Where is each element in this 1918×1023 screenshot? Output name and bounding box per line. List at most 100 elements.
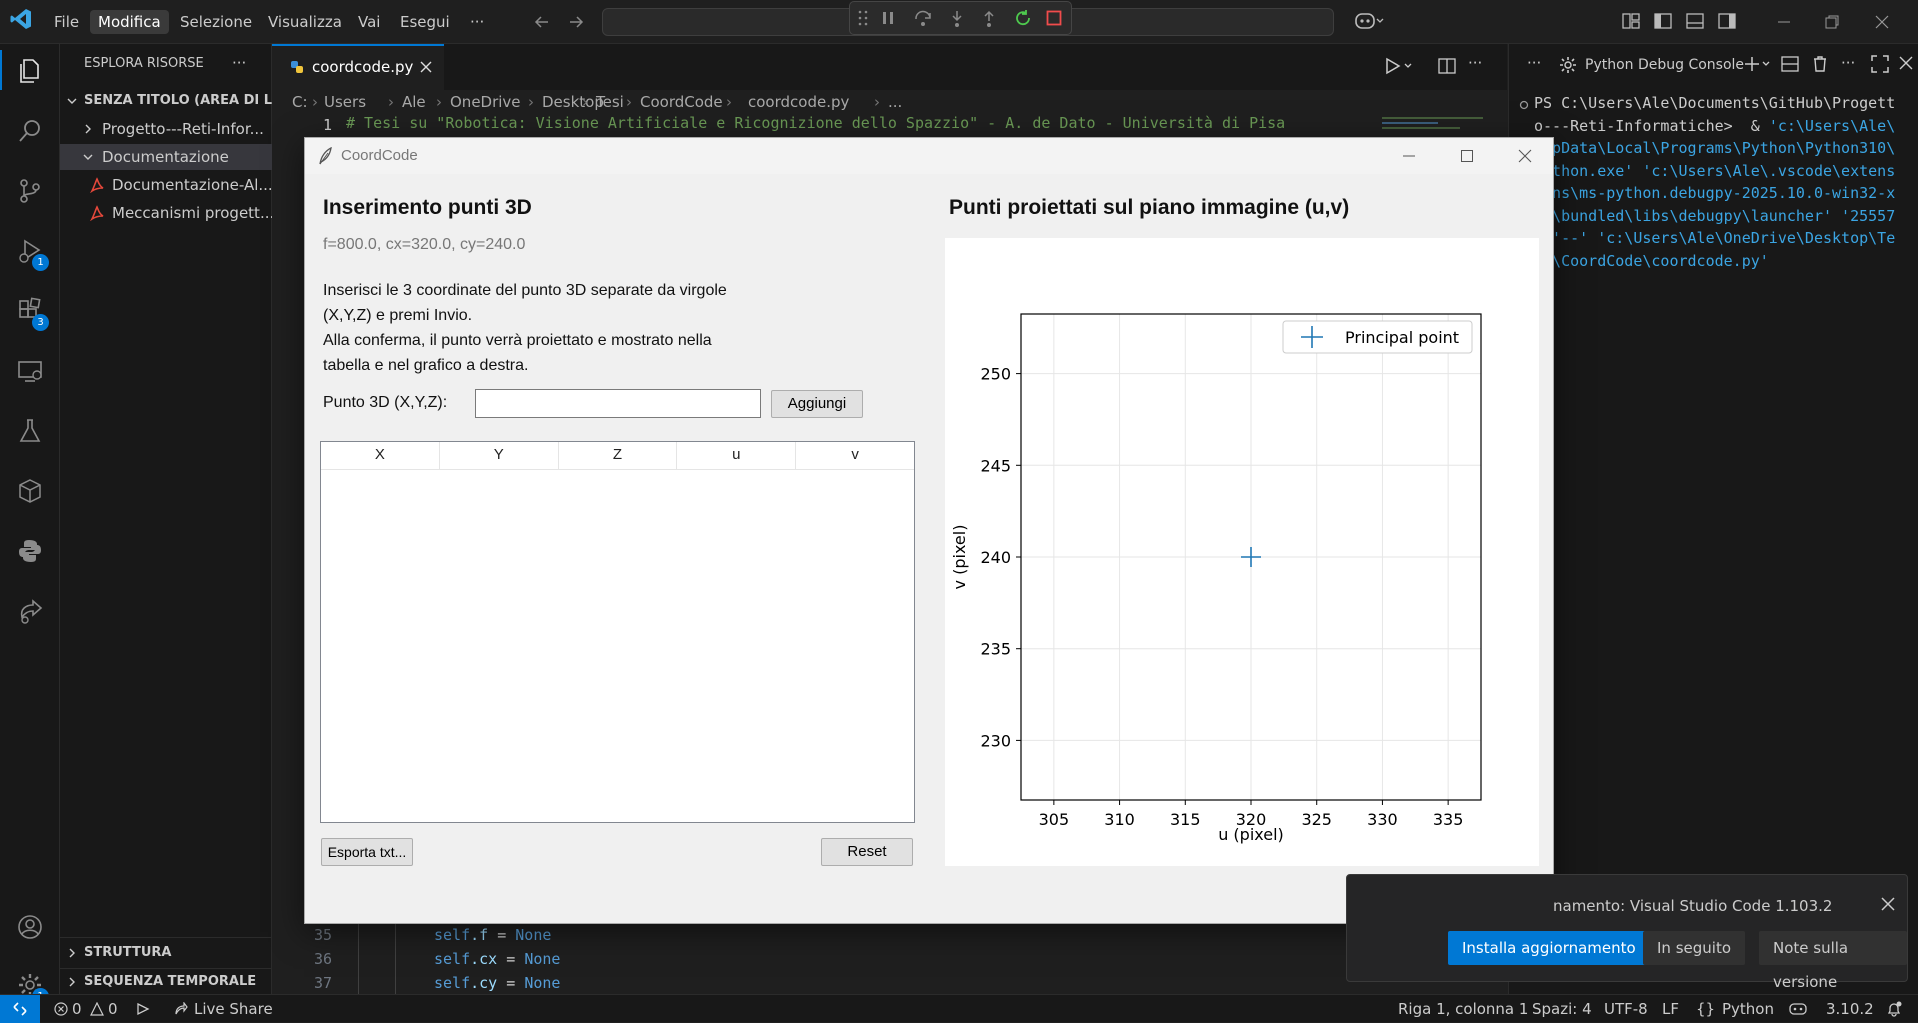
breadcrumb-desktop[interactable]: Desktop	[542, 93, 604, 111]
explorer-icon[interactable]	[0, 44, 60, 98]
debug-status-icon[interactable]	[134, 1002, 150, 1016]
customize-layout-icon[interactable]	[1622, 12, 1640, 30]
step-over-icon[interactable]	[914, 10, 932, 28]
breadcrumb-coordcode[interactable]: CoordCode	[640, 93, 723, 111]
panel-more-actions[interactable]: ···	[1841, 54, 1856, 72]
drag-handle-icon[interactable]	[858, 10, 868, 26]
menu-selezione[interactable]: Selezione	[180, 13, 253, 31]
python-version[interactable]: 3.10.2	[1826, 1000, 1874, 1018]
app-minimize-icon[interactable]	[1401, 148, 1417, 164]
breadcrumb-c[interactable]: C:	[292, 93, 308, 111]
language-mode[interactable]: Python	[1722, 1000, 1774, 1018]
column-header-v[interactable]: v	[851, 446, 859, 463]
code-line[interactable]: self.cx = None	[434, 950, 560, 968]
code-line[interactable]: # Tesi su "Robotica: Visione Artificiale…	[346, 114, 1376, 138]
code-line[interactable]: self.f = None	[434, 926, 551, 944]
breadcrumb-file[interactable]: coordcode.py	[748, 93, 850, 111]
menu-esegui[interactable]: Esegui	[400, 13, 450, 31]
live-share-icon[interactable]	[0, 584, 60, 638]
close-notification-icon[interactable]	[1881, 897, 1895, 911]
indentation[interactable]: Spazi: 4	[1532, 1000, 1592, 1018]
file-meccanismi-pdf[interactable]: Meccanismi progett...	[60, 200, 272, 226]
menu-modifica[interactable]: Modifica	[90, 10, 169, 34]
column-header-x[interactable]: X	[321, 442, 440, 469]
copilot-status-icon[interactable]	[1788, 1002, 1808, 1016]
cursor-position[interactable]: Riga 1, colonna 1	[1398, 1000, 1529, 1018]
step-out-icon[interactable]	[980, 10, 998, 28]
forward-arrow-icon[interactable]	[566, 12, 586, 32]
install-update-button[interactable]: Installa aggiornamento	[1448, 931, 1650, 965]
live-share-status[interactable]: Live Share	[194, 1000, 273, 1018]
containers-box-icon[interactable]	[0, 464, 60, 518]
breadcrumb-users[interactable]: Users	[324, 93, 367, 111]
reset-button[interactable]: Reset	[821, 838, 913, 866]
account-icon[interactable]	[0, 900, 60, 954]
menu-visualizza[interactable]: Visualizza	[268, 13, 342, 31]
warning-count[interactable]: 0	[108, 1000, 118, 1018]
new-terminal-icon[interactable]	[1743, 54, 1771, 74]
menu-vai[interactable]: Vai	[358, 13, 381, 31]
export-button[interactable]: Esporta txt...	[321, 838, 413, 866]
breadcrumb-symbol[interactable]: ...	[888, 93, 903, 111]
end-of-line[interactable]: LF	[1662, 1000, 1679, 1018]
close-window-icon[interactable]	[1874, 14, 1890, 30]
column-header-z[interactable]: Z	[559, 442, 678, 469]
app-close-icon[interactable]	[1517, 148, 1533, 164]
search-icon[interactable]	[0, 104, 60, 158]
app-maximize-icon[interactable]	[1459, 148, 1475, 164]
extensions-icon[interactable]: 3	[0, 284, 60, 338]
testing-flask-icon[interactable]	[0, 404, 60, 458]
minimize-icon[interactable]	[1776, 14, 1792, 30]
python-icon[interactable]	[0, 524, 60, 578]
timeline-section[interactable]: SEQUENZA TEMPORALE	[60, 968, 272, 994]
panel-title[interactable]: Python Debug Console	[1585, 57, 1745, 73]
error-count[interactable]: 0	[72, 1000, 82, 1018]
maximize-panel-icon[interactable]	[1871, 55, 1889, 73]
outline-section[interactable]: STRUTTURA	[60, 940, 272, 966]
breadcrumb-onedrive[interactable]: OneDrive	[450, 93, 521, 111]
restore-icon[interactable]	[1824, 14, 1840, 30]
toggle-secondary-sidebar-icon[interactable]	[1718, 12, 1736, 30]
folder-documentazione[interactable]: Documentazione	[60, 144, 272, 170]
menu-more[interactable]: ···	[470, 13, 485, 31]
release-notes-button[interactable]: Note sulla versione	[1759, 931, 1907, 991]
step-into-icon[interactable]	[948, 10, 966, 28]
menu-file[interactable]: File	[54, 13, 80, 31]
later-button[interactable]: In seguito	[1643, 931, 1745, 965]
points-table[interactable]: X Y Z u v	[320, 441, 915, 823]
code-line[interactable]: self.cy = None	[434, 974, 560, 992]
restart-icon[interactable]	[1014, 9, 1032, 27]
pause-icon[interactable]	[880, 10, 896, 26]
panel-more-button[interactable]: ···	[1527, 54, 1542, 72]
toggle-primary-sidebar-icon[interactable]	[1654, 12, 1672, 30]
close-panel-icon[interactable]	[1899, 56, 1913, 70]
remote-indicator[interactable]	[0, 995, 40, 1023]
split-terminal-icon[interactable]	[1781, 55, 1799, 73]
column-header-y[interactable]: Y	[440, 442, 559, 469]
explorer-more-button[interactable]: ···	[232, 54, 247, 72]
terminal-output[interactable]: PS C:\Users\Ale\Documents\GitHub\Progett…	[1534, 92, 1914, 272]
file-documentazione-pdf[interactable]: Documentazione-Al...	[60, 172, 272, 198]
tab-coordcode[interactable]: coordcode.py	[272, 44, 444, 90]
remote-explorer-icon[interactable]	[0, 344, 60, 398]
editor-more-button[interactable]: ···	[1468, 54, 1483, 72]
toggle-panel-icon[interactable]	[1686, 12, 1704, 30]
plot-area[interactable]: 305 310 315 320 325 330 335 230 235 240 245 250 u …	[945, 238, 1539, 866]
encoding[interactable]: UTF-8	[1604, 1000, 1648, 1018]
add-button[interactable]: Aggiungi	[771, 390, 863, 418]
column-header-u[interactable]: u	[677, 442, 797, 469]
split-editor-icon[interactable]	[1438, 57, 1456, 75]
back-arrow-icon[interactable]	[532, 12, 552, 32]
stop-icon[interactable]	[1046, 10, 1062, 26]
run-file-icon[interactable]	[1384, 57, 1414, 75]
minimap[interactable]	[1380, 114, 1492, 144]
trash-icon[interactable]	[1811, 55, 1829, 73]
folder-progetto[interactable]: Progetto---Reti-Infor...	[60, 116, 272, 142]
breadcrumb-tesi[interactable]: Tesi	[596, 93, 624, 111]
notifications-bell-icon[interactable]	[1886, 1001, 1902, 1017]
breadcrumb-ale[interactable]: Ale	[402, 93, 426, 111]
workspace-header[interactable]: SENZA TITOLO (AREA DI L...	[60, 88, 272, 114]
close-tab-icon[interactable]	[420, 61, 432, 73]
point-input[interactable]	[475, 389, 761, 418]
copilot-icon[interactable]	[1354, 10, 1384, 32]
